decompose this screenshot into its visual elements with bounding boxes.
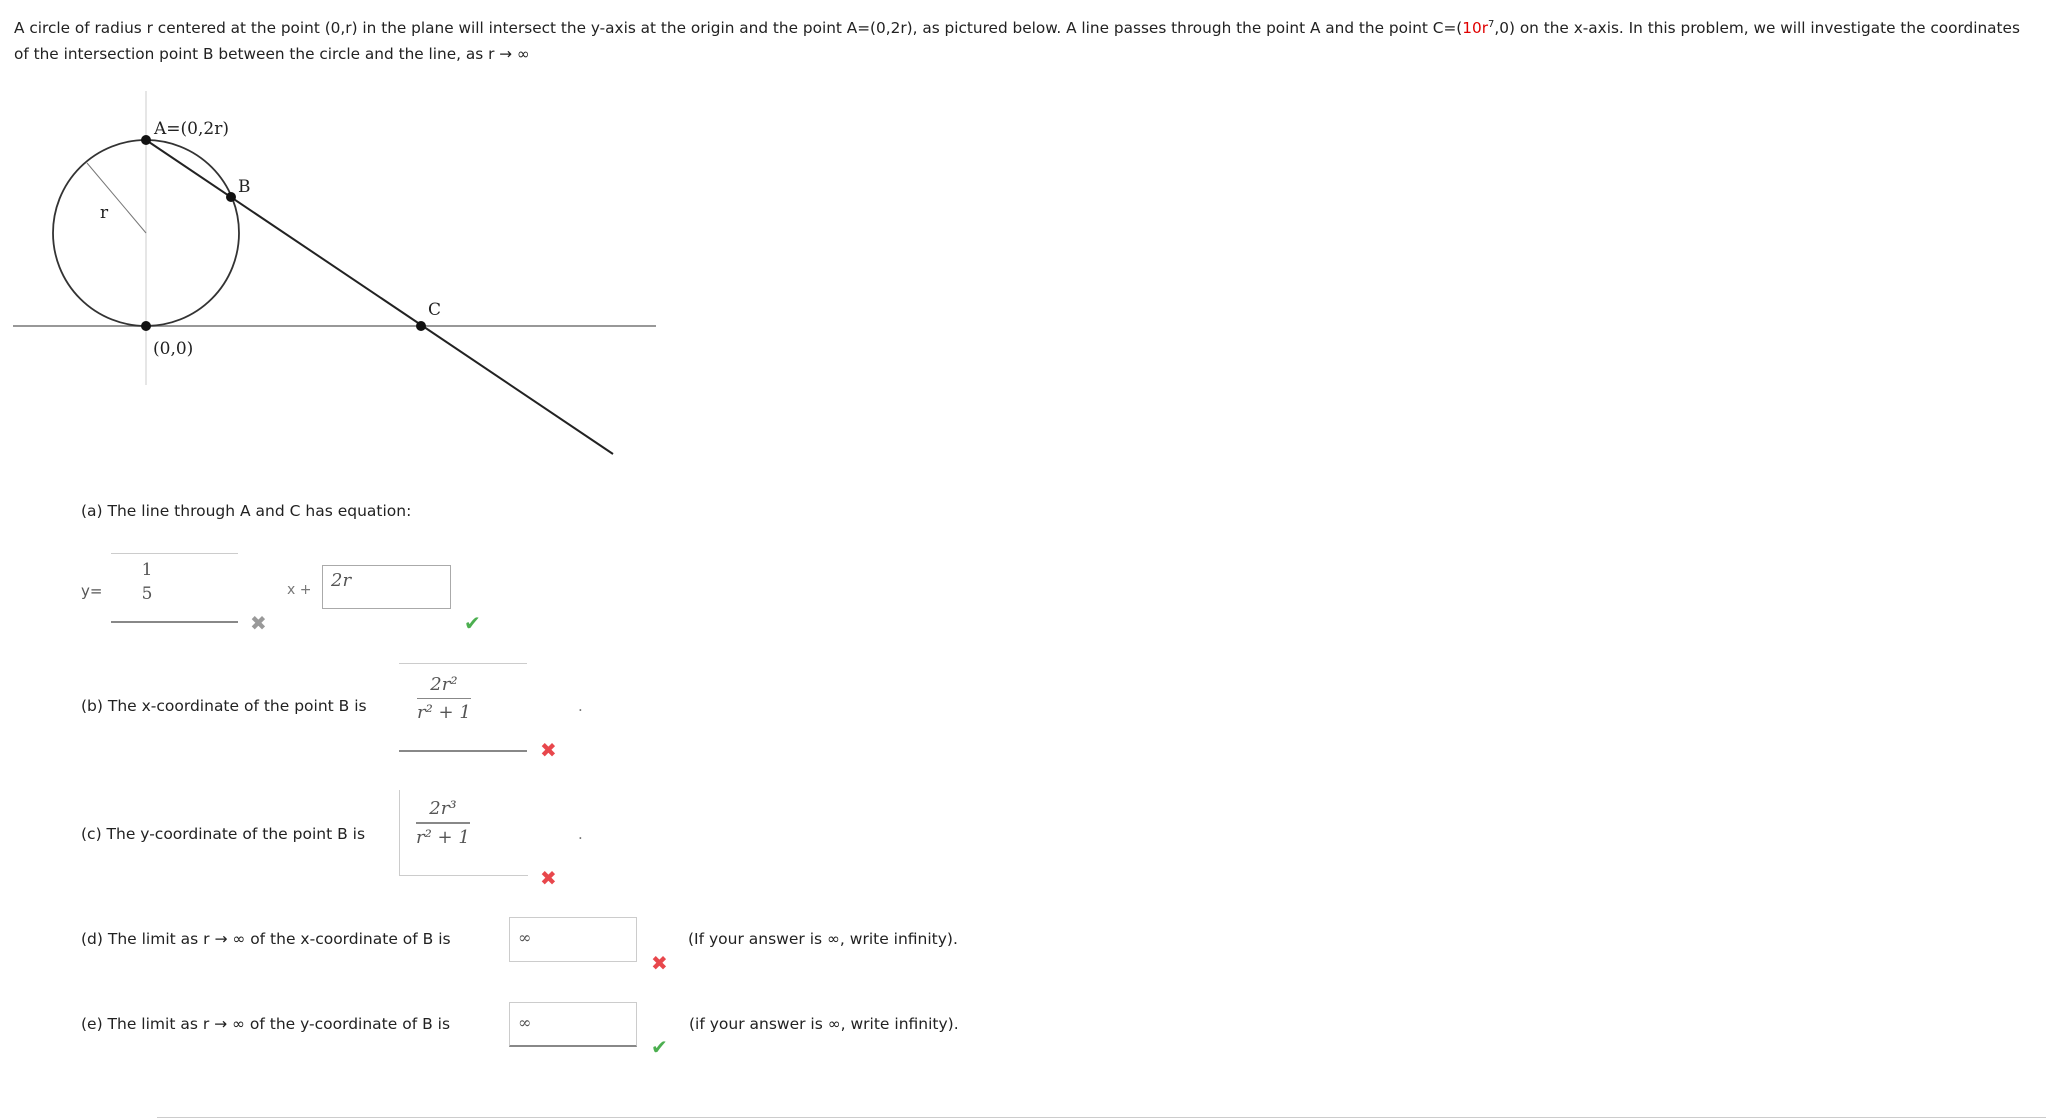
part-a-prompt: (a) The line through A and C has equatio… (81, 502, 412, 520)
x-limit-input[interactable]: ∞ (509, 917, 637, 962)
point-a (141, 135, 151, 145)
label-origin: (0,0) (153, 339, 193, 359)
x-mark-icon: ✖ (540, 738, 557, 762)
y-coord-numerator: 2r³ (429, 798, 457, 819)
x-coordinate-answer-field[interactable]: 2r² r² + 1 (399, 663, 527, 752)
part-e-hint: (if your answer is ∞, write infinity). (689, 1015, 959, 1033)
label-r: r (100, 203, 109, 223)
period: . (578, 825, 583, 843)
slope-denominator: 5 (141, 584, 153, 604)
label-b: B (238, 177, 251, 197)
part-d-prompt: (d) The limit as r → ∞ of the x-coordina… (81, 930, 451, 948)
y-coordinate-answer-field[interactable]: 2r³ r² + 1 (399, 790, 528, 876)
label-a: A=(0,2r) (153, 119, 229, 139)
c-coefficient: 10r (1462, 19, 1489, 38)
divider (157, 1117, 2046, 1118)
point-b (226, 192, 236, 202)
x-mark-icon: ✖ (250, 611, 267, 635)
x-plus-label: x + (287, 582, 312, 598)
part-c-prompt: (c) The y-coordinate of the point B is (81, 825, 366, 843)
point-origin (141, 321, 151, 331)
check-mark-icon: ✔ (464, 611, 481, 635)
part-e-prompt: (e) The limit as r → ∞ of the y-coordina… (81, 1015, 451, 1033)
slope-answer-field[interactable]: 1 5 (111, 553, 238, 623)
x-coord-numerator: 2r² (430, 674, 458, 695)
circle-line-diagram: A=(0,2r) B r C (0,0) (13, 91, 656, 455)
intro-text-1: A circle of radius r centered at the poi… (14, 19, 1463, 38)
part-d-hint: (If your answer is ∞, write infinity). (688, 930, 958, 948)
x-mark-icon: ✖ (651, 951, 668, 975)
y-limit-input[interactable]: ∞ (509, 1002, 637, 1047)
c-exponent: 7 (1488, 19, 1495, 30)
x-mark-icon: ✖ (540, 866, 557, 890)
y-coord-denominator: r² + 1 (416, 827, 470, 848)
intercept-input[interactable]: 2r (322, 565, 451, 609)
radius-line (86, 162, 147, 234)
problem-statement: A circle of radius r centered at the poi… (14, 12, 2024, 67)
line-ac (145, 139, 614, 455)
period: . (578, 697, 583, 715)
x-coord-denominator: r² + 1 (417, 702, 471, 723)
slope-numerator: 1 (141, 560, 153, 580)
point-c (416, 321, 426, 331)
part-b-prompt: (b) The x-coordinate of the point B is (81, 697, 367, 715)
intro-text-2: ,0) on the x-axis. In this problem, we w… (14, 19, 2020, 64)
check-mark-icon: ✔ (651, 1035, 668, 1059)
y-equals-label: y= (81, 582, 103, 600)
label-c: C (428, 300, 441, 320)
